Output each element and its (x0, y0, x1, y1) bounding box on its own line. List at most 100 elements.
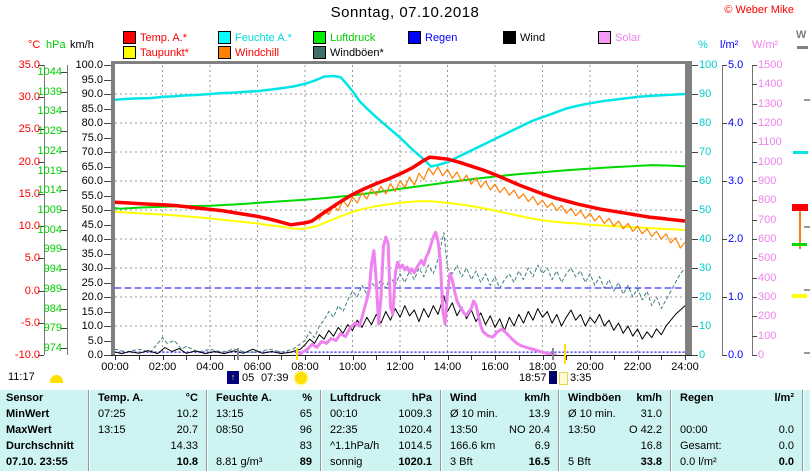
hour-tick (328, 356, 330, 360)
kmh-tick (104, 137, 111, 139)
kmh-tick-label: 35.0 (81, 247, 103, 260)
table-separator (802, 390, 803, 471)
plot-border-top (111, 61, 692, 64)
legend-label: Windböen* (330, 46, 384, 59)
legend-swatch (408, 31, 421, 44)
wm2-tick-label: 600 (758, 233, 777, 245)
wm2-tick-label: 900 (758, 175, 777, 187)
hour-tick (613, 356, 615, 360)
stat-label: 166.6 km (450, 440, 496, 452)
stat-value: NO 20.4 (509, 424, 550, 436)
stat-label: 3 Bft (450, 456, 473, 468)
kmh-tick (104, 152, 111, 153)
hour-tick (376, 356, 378, 360)
stat-label: Ø 10 min. (450, 408, 498, 420)
wm2-tick (752, 181, 757, 182)
legend-item-solar: Solar (598, 31, 693, 44)
wm2-axis-line (752, 65, 753, 355)
hour-tick (138, 356, 140, 360)
moon-icon: ↑ (227, 371, 239, 384)
pct-tick (692, 181, 698, 182)
lm2-tick (722, 65, 727, 66)
legend-item-luftdruck: Luftdruck (313, 31, 408, 44)
hpa-tick (61, 131, 67, 133)
hpa-tick (61, 229, 67, 231)
pct-tick (692, 239, 698, 240)
stat-value: 16.8 (640, 440, 662, 452)
hpa-tick-label: 1004 (37, 223, 62, 236)
plot-border-right (685, 61, 692, 356)
wm2-tick-label: 1200 (758, 117, 783, 129)
hour-tick (685, 356, 686, 360)
stat-label: 5 Bft (568, 456, 591, 468)
wm2-tick-label: 400 (758, 271, 777, 284)
sensor-unit: l/m² (774, 392, 794, 404)
temp-tick (38, 258, 44, 260)
time-tick-label: 06:00 (243, 361, 272, 373)
axis-header-kmh: km/h (70, 39, 94, 51)
time-tick-label: 12:00 (386, 361, 414, 373)
row-label: 07.10. 23:55 (6, 456, 68, 468)
sensor-unit: °C (185, 392, 198, 404)
axis-header-wm2: W/m² (752, 39, 779, 51)
plot-border-left (111, 61, 115, 356)
edge-gray-dash (797, 46, 808, 49)
kmh-tick (104, 224, 111, 226)
time-tick-label: 10:00 (338, 361, 367, 373)
pct-tick (692, 326, 698, 327)
sensor-name: Wind (450, 392, 477, 404)
lm2-tick (722, 239, 727, 240)
temp-tick-label: 15.0 (18, 187, 40, 200)
legend-item-feuchtea: Feuchte A.* (218, 31, 313, 44)
edge-tick-3 (804, 289, 810, 291)
time-tick-label: 08:00 (291, 361, 319, 373)
hpa-tick-label: 999 (43, 243, 62, 256)
wm2-tick (752, 103, 757, 105)
edge-yellow-dash (792, 294, 807, 298)
sunrise-tick (296, 348, 298, 360)
hpa-tick-label: 994 (43, 263, 62, 276)
pct-tick (692, 297, 698, 298)
stat-label: 13:50 (450, 424, 478, 436)
wm2-tick (752, 258, 757, 260)
hour-tick (590, 356, 591, 360)
legend-item-tempa: Temp. A.* (123, 31, 218, 44)
kmh-tick-label: 45.0 (81, 218, 103, 231)
stat-value: 14.33 (170, 440, 198, 452)
temp-tick (38, 226, 44, 228)
plot-area (115, 65, 685, 355)
row-label: Durchschnitt (6, 440, 74, 452)
wm2-tick (752, 200, 757, 202)
hpa-tick (61, 328, 67, 330)
edge-tick-1 (804, 99, 810, 101)
hpa-tick-label: 1024 (37, 144, 62, 157)
hour-tick (352, 356, 354, 360)
legend-item-windchill: Windchill (218, 46, 313, 59)
stat-label: 13:15 (216, 408, 244, 420)
edge-cyan-dash (793, 151, 808, 154)
stat-value: 33.8 (640, 456, 662, 468)
legend-row-2: Taupunkt* Windchill Windböen* (123, 46, 408, 59)
wm2-tick-label: 300 (758, 291, 777, 303)
stat-label: 07:25 (98, 408, 126, 420)
temp-tick-label: 30.0 (18, 91, 40, 104)
wm2-tick-label: 1400 (758, 78, 783, 91)
series-feuchte (115, 74, 685, 168)
hour-tick (257, 356, 259, 360)
stat-value: 89 (299, 456, 312, 468)
pct-tick-label: 50 (699, 204, 712, 216)
kmh-tick-label: 15.0 (81, 305, 103, 318)
legend-label: Luftdruck (330, 31, 376, 44)
stat-label: 08:50 (216, 424, 244, 436)
hpa-tick-label: 974 (43, 341, 62, 354)
legend-item-regen: Regen (408, 31, 503, 44)
hpa-tick-label: 1009 (37, 204, 62, 216)
stat-value: O 42.2 (628, 424, 662, 436)
pct-tick (692, 94, 698, 95)
stat-value: 0.0 (778, 424, 794, 436)
stat-label: 0.0 l/m² (680, 456, 717, 468)
kmh-tick (104, 65, 111, 66)
legend-swatch (123, 46, 136, 59)
copyright: © Weber Mike (724, 4, 794, 16)
hpa-tick (61, 170, 67, 172)
